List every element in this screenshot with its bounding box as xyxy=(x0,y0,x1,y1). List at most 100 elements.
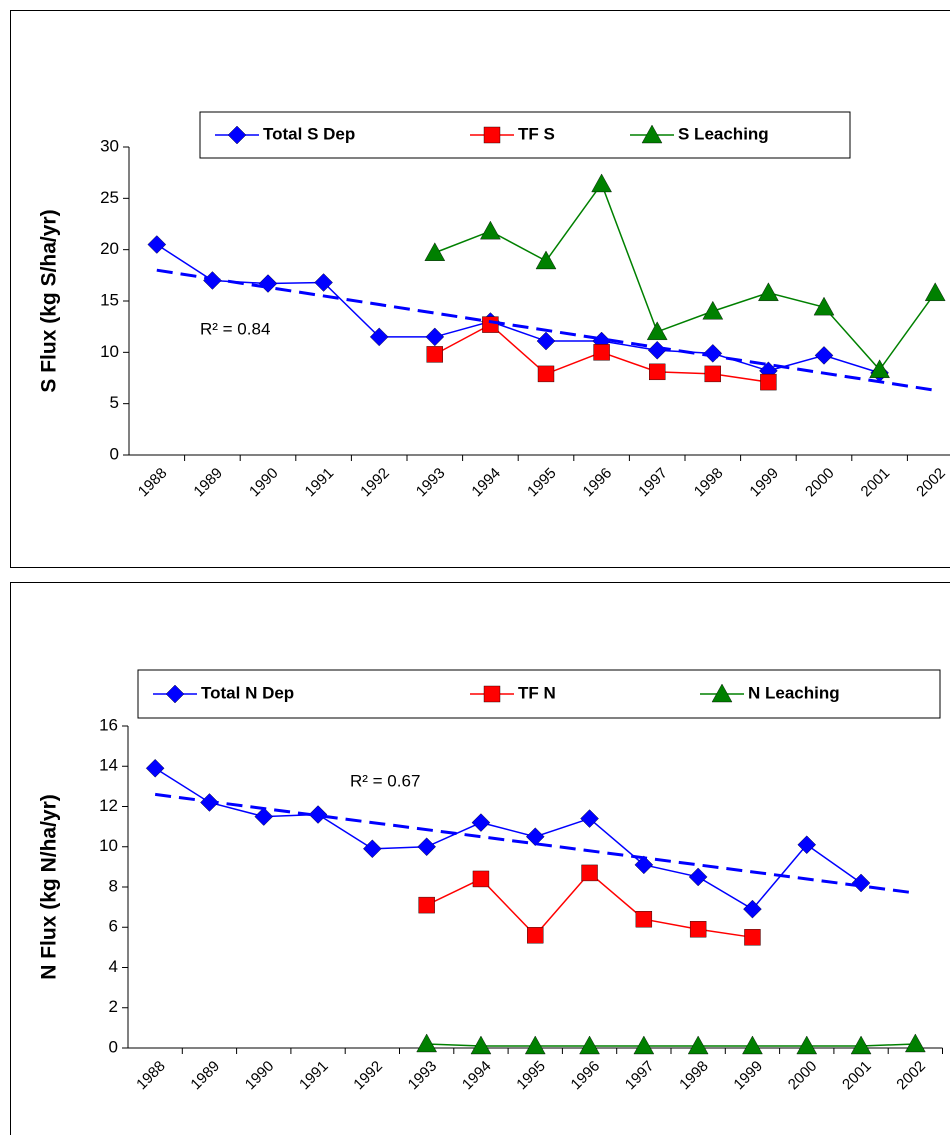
x-tick-label: 1999 xyxy=(746,465,782,501)
point xyxy=(426,346,443,363)
y-tick-label: 10 xyxy=(100,342,119,361)
y-tick-label: 0 xyxy=(109,1037,118,1056)
series-line xyxy=(434,182,936,371)
y-axis-label: S Flux (kg S/ha/yr) xyxy=(38,209,61,392)
x-tick-label: 1994 xyxy=(468,465,504,501)
y-tick-label: 6 xyxy=(109,917,118,936)
point xyxy=(633,1035,655,1055)
point xyxy=(471,813,491,832)
point xyxy=(814,346,834,365)
legend-label: TF S xyxy=(518,124,555,143)
x-tick-label: 1989 xyxy=(187,1058,223,1094)
x-tick-label: 1998 xyxy=(691,465,727,501)
legend-marker xyxy=(711,683,733,703)
point xyxy=(703,344,723,363)
point xyxy=(536,331,556,351)
legend-label: Total N Dep xyxy=(201,683,294,702)
trendline xyxy=(156,268,936,392)
chart-frame xyxy=(10,582,950,1135)
point xyxy=(647,340,667,360)
point xyxy=(258,274,278,293)
point xyxy=(760,373,777,391)
point xyxy=(314,273,333,292)
point xyxy=(425,327,445,347)
x-tick-label: 1989 xyxy=(190,465,226,501)
point xyxy=(591,173,612,193)
point xyxy=(687,1035,709,1055)
legend-marker xyxy=(483,685,501,703)
point xyxy=(470,1035,492,1055)
annotation: R² = 0.67 xyxy=(350,771,420,790)
y-tick-label: 10 xyxy=(99,836,118,855)
point xyxy=(742,1035,763,1055)
y-tick-label: 4 xyxy=(109,957,118,976)
x-tick-label: 2001 xyxy=(858,465,894,501)
point xyxy=(145,758,165,778)
point xyxy=(869,359,890,378)
legend-label: N Leaching xyxy=(748,683,840,702)
x-tick-label: 1991 xyxy=(296,1058,332,1094)
point xyxy=(905,1033,926,1053)
y-axis-label: N Flux (kg N/ha/yr) xyxy=(38,794,61,980)
y-tick-label: 20 xyxy=(100,239,119,258)
point xyxy=(535,250,557,270)
legend-marker xyxy=(227,125,247,145)
point xyxy=(646,321,668,340)
x-tick-label: 1988 xyxy=(135,465,171,501)
x-tick-label: 1997 xyxy=(622,1058,658,1094)
y-tick-label: 0 xyxy=(110,444,119,463)
legend-box xyxy=(199,111,851,159)
y-tick-label: 30 xyxy=(100,136,119,155)
point xyxy=(308,805,328,824)
trendline xyxy=(154,792,916,895)
x-tick-label: 1997 xyxy=(635,465,671,501)
chart-frame xyxy=(10,10,950,568)
y-tick-label: 25 xyxy=(100,188,119,207)
y-tick-label: 2 xyxy=(109,997,118,1016)
point xyxy=(527,927,544,944)
point xyxy=(480,220,501,240)
x-tick-label: 1992 xyxy=(350,1058,386,1094)
point xyxy=(417,837,436,857)
point xyxy=(369,327,389,347)
point xyxy=(851,873,871,893)
point xyxy=(472,870,490,888)
x-tick-label: 1988 xyxy=(133,1058,169,1094)
x-tick-label: 1998 xyxy=(676,1058,712,1094)
legend-box xyxy=(137,669,941,719)
point xyxy=(418,896,435,914)
series-line xyxy=(156,243,880,374)
legend-label: Total S Dep xyxy=(263,124,355,143)
y-tick-label: 5 xyxy=(110,393,119,412)
legend-label: S Leaching xyxy=(678,124,769,143)
point xyxy=(850,1035,872,1055)
x-tick-label: 1996 xyxy=(568,1058,604,1094)
x-tick-label: 2002 xyxy=(893,1058,929,1094)
point xyxy=(147,235,167,254)
x-tick-label: 1991 xyxy=(302,465,338,501)
series-line xyxy=(154,767,862,911)
point xyxy=(649,363,666,381)
point xyxy=(593,344,610,361)
point xyxy=(797,835,817,855)
point xyxy=(688,867,708,887)
point xyxy=(579,1035,600,1055)
x-tick-label: 1994 xyxy=(459,1058,495,1094)
point xyxy=(796,1035,818,1055)
x-tick-label: 2002 xyxy=(913,465,949,501)
y-tick-label: 14 xyxy=(99,756,118,775)
x-tick-label: 2001 xyxy=(839,1058,875,1094)
legend-marker xyxy=(483,126,501,144)
point xyxy=(758,282,779,301)
y-tick-label: 8 xyxy=(109,876,118,895)
point xyxy=(635,911,653,928)
point xyxy=(254,807,274,826)
x-tick-label: 1995 xyxy=(513,1058,549,1094)
x-tick-label: 1990 xyxy=(242,1058,278,1094)
x-tick-label: 2000 xyxy=(785,1058,821,1094)
point xyxy=(704,365,721,383)
x-tick-label: 1992 xyxy=(357,465,393,501)
legend-marker xyxy=(641,124,663,144)
